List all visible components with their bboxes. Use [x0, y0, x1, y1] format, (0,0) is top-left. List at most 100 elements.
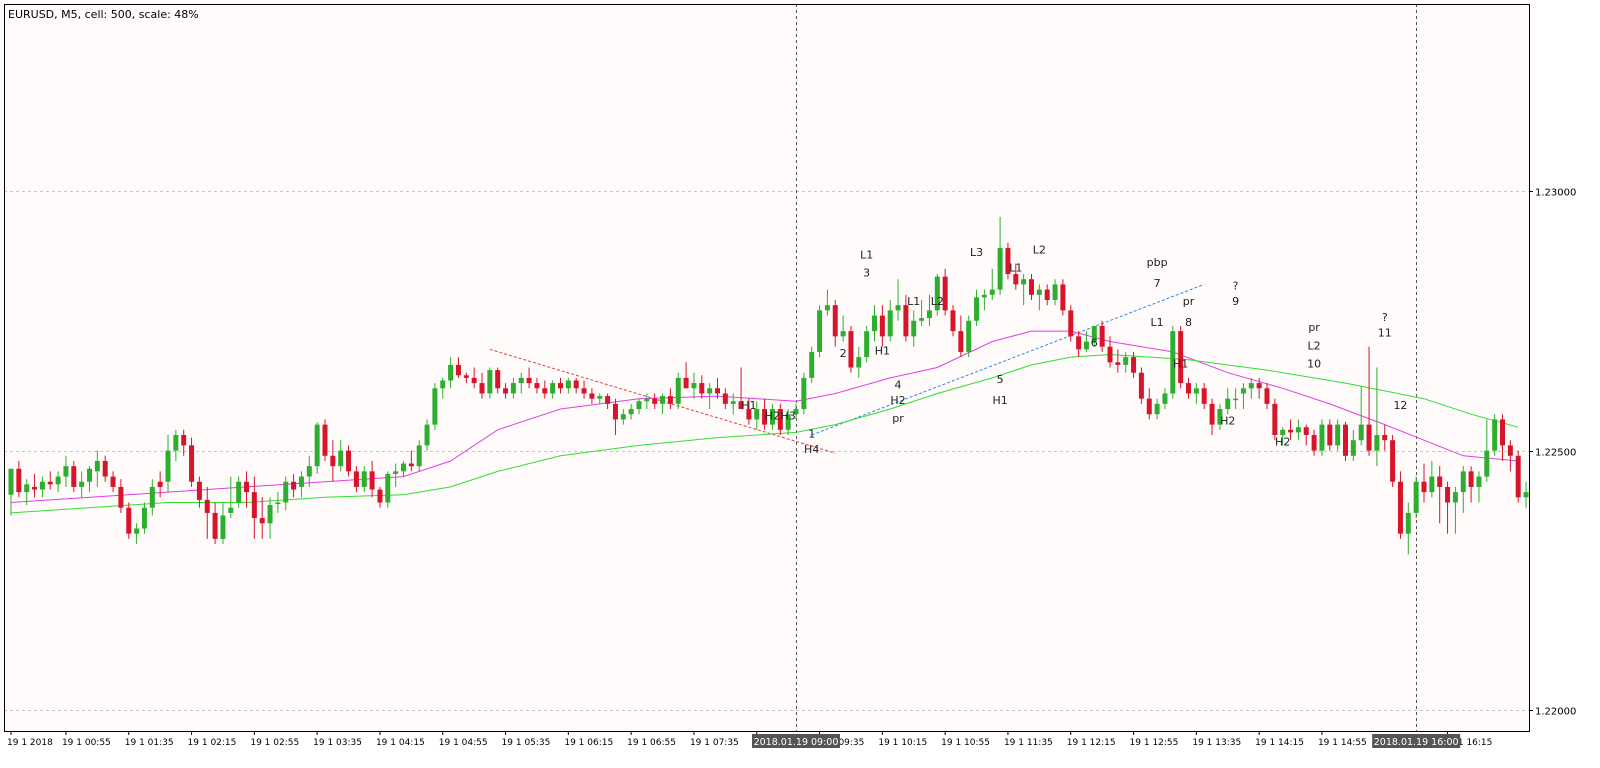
candle-body	[754, 409, 760, 420]
candle	[801, 372, 807, 415]
candle-body	[950, 310, 956, 332]
candle	[1068, 305, 1074, 342]
time-tick-label: 19 1 04:15	[376, 738, 425, 748]
candle-body	[134, 528, 140, 534]
candle-body	[479, 383, 485, 394]
candle	[848, 325, 854, 373]
candle-body	[204, 499, 210, 513]
candle-body	[942, 276, 948, 311]
time-tick-label: 19 1 05:35	[502, 738, 551, 748]
candle-body	[1382, 435, 1388, 441]
candle	[79, 471, 85, 498]
candle	[1460, 466, 1466, 513]
candle	[228, 476, 234, 519]
candle	[63, 455, 69, 487]
candle-body	[1256, 383, 1262, 389]
candle	[1264, 383, 1270, 410]
candle	[1240, 383, 1246, 410]
candle	[361, 466, 367, 493]
candle-body	[8, 468, 14, 495]
candle-body	[989, 289, 995, 295]
candle	[377, 486, 383, 508]
candle	[118, 479, 124, 513]
candle-body	[1421, 481, 1427, 493]
candle-body	[385, 473, 391, 503]
candle-body	[1240, 388, 1246, 394]
candle	[989, 268, 995, 300]
candle-body	[1397, 481, 1403, 534]
annotation-label: pr	[892, 412, 904, 425]
candle-body	[1429, 476, 1435, 493]
annotation-label: L2	[1033, 243, 1046, 256]
candle	[416, 440, 422, 472]
candle	[314, 422, 320, 474]
candle	[809, 346, 815, 384]
candle	[612, 398, 618, 436]
candle-body	[683, 377, 689, 389]
candle	[534, 377, 540, 394]
candle	[746, 398, 752, 425]
time-tick-label: 19 1 14:55	[1318, 738, 1367, 748]
candle-body	[291, 481, 297, 490]
candle	[840, 315, 846, 342]
candle	[1358, 385, 1364, 446]
candle-body	[1099, 325, 1105, 347]
candle	[432, 383, 438, 430]
candle	[1178, 325, 1184, 389]
candle	[683, 362, 689, 389]
candle-body	[1366, 424, 1372, 451]
candle-body	[1131, 357, 1137, 373]
candle-body	[1052, 284, 1058, 300]
candle-body	[801, 377, 807, 410]
candle	[47, 471, 53, 490]
candle-body	[1233, 398, 1239, 401]
candle	[1421, 463, 1427, 503]
candle-body	[1523, 492, 1529, 498]
candle-body	[832, 305, 838, 337]
time-tick-label: 19 1 12:55	[1130, 738, 1179, 748]
annotations: 1 H4 2 3 L1 H1 4 H2 pr L1 L2 L3 5 H1 L1 L2 6 7 pbp L1 H1 pr 8 H…	[741, 243, 1407, 456]
candle	[895, 279, 901, 321]
candle	[463, 372, 469, 384]
annotation-label: 10	[1307, 358, 1321, 371]
candle-body	[526, 377, 532, 384]
candle-body	[1068, 310, 1074, 337]
candle	[605, 393, 611, 410]
vertical-markers	[796, 4, 1417, 731]
candle-body	[966, 320, 972, 352]
candle	[628, 403, 634, 420]
candle	[754, 401, 760, 430]
candle-body	[212, 512, 218, 539]
candle	[738, 367, 744, 410]
candle	[1382, 424, 1388, 451]
candle-body	[518, 377, 524, 384]
candle	[71, 460, 77, 493]
time-tick-label: 19 1 16:15	[1444, 738, 1493, 748]
candle-body	[738, 401, 744, 410]
candle	[424, 419, 430, 451]
candle	[1515, 450, 1521, 503]
candle-body	[628, 409, 634, 415]
candle-body	[338, 450, 344, 467]
price-tick-label: 1.22000	[1535, 707, 1576, 718]
candle	[1013, 263, 1019, 290]
time-tick-label: 19 1 14:15	[1255, 738, 1304, 748]
candle	[550, 380, 556, 399]
price-tick-label: 1.23000	[1535, 188, 1576, 199]
grid-lines	[4, 191, 1529, 711]
annotation-label: H1	[992, 394, 1007, 407]
candle	[518, 372, 524, 394]
candle	[220, 502, 226, 545]
candle	[911, 310, 917, 347]
annotation-label: 9	[1232, 295, 1239, 308]
candle	[189, 437, 195, 487]
time-tick-label: 19 1 02:55	[250, 738, 299, 748]
candle-body	[495, 370, 501, 389]
candle-body	[1319, 424, 1325, 451]
candle-body	[63, 466, 69, 477]
time-tick-label: 19 1 03:35	[313, 738, 362, 748]
candle-body	[926, 310, 932, 319]
candle-body	[1107, 346, 1113, 363]
annotation-label: L3	[970, 246, 983, 259]
